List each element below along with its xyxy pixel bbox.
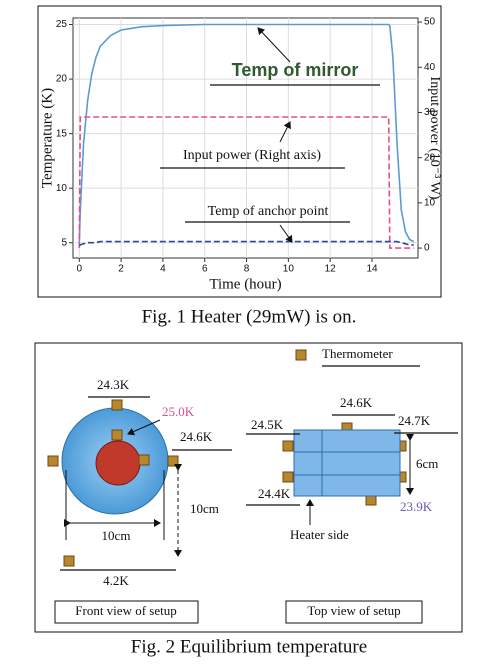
thermometer (63, 555, 75, 567)
y2-tick-label: 40 (424, 62, 436, 73)
view-frame (285, 600, 423, 624)
legend-swatch (295, 349, 307, 361)
thermometer (47, 455, 59, 467)
temperature-label: 24.4K (258, 486, 291, 501)
thermometer (282, 440, 294, 452)
y-tick-label: 25 (56, 19, 68, 30)
temperature-label: 4.2K (103, 573, 129, 588)
thermometer (111, 429, 123, 441)
y-tick-label: 5 (61, 237, 67, 248)
view-title: Top view of setup (307, 603, 400, 618)
heater-label: Heater side (290, 527, 349, 542)
x-tick-label: 10 (283, 264, 295, 275)
arrow (279, 224, 293, 243)
figure-frame (34, 342, 463, 633)
arrow (257, 27, 291, 63)
dimension-label: 10cm (102, 528, 131, 543)
temperature-label: 24.3K (97, 377, 130, 392)
temperature-label: 24.7K (398, 413, 431, 428)
x-tick-label: 0 (76, 264, 82, 275)
y-tick-label: 15 (56, 128, 68, 139)
y-tick-label: 10 (56, 183, 68, 194)
x-tick-label: 4 (160, 264, 166, 275)
y2-tick-label: 10 (424, 197, 436, 208)
temperature-label: 25.0K (162, 404, 195, 419)
plot-area (72, 17, 419, 259)
y2-tick-label: 0 (424, 243, 430, 254)
dimension-label: 6cm (416, 456, 438, 471)
arrow (279, 121, 291, 143)
series-annotation: Temp of mirror (232, 60, 359, 80)
chart: 0 2 4 6 8 10 12 14 5 10 15 20 25 0 10 20 30 40 50 Time (hou… (39, 17, 441, 293)
figure-frame (37, 5, 442, 298)
view-frame (54, 600, 199, 624)
figure-caption: Fig. 1 Heater (29mW) is on. (142, 306, 357, 327)
legend-label: Thermometer (322, 346, 393, 361)
figure-caption: Fig. 2 Equilibrium temperature (131, 636, 367, 657)
x-tick-label: 14 (366, 264, 378, 275)
y2-tick-label: 20 (424, 152, 436, 163)
x-axis-label: Time (hour) (209, 276, 281, 292)
temperature-label: 23.9K (400, 499, 433, 514)
thermometer (167, 455, 179, 467)
x-tick-label: 2 (118, 264, 124, 275)
series-line (78, 23, 415, 243)
arrow (127, 419, 161, 436)
thermometer (282, 471, 294, 483)
temperature-label: 24.6K (340, 395, 373, 410)
heater (95, 440, 141, 486)
x-tick-label: 12 (325, 264, 337, 275)
temperature-label: 24.6K (180, 429, 213, 444)
y2-axis-label: Input power (10⁻³ W) (427, 77, 442, 200)
y-axis-label: Temperature (K) (39, 88, 55, 188)
dimension-label: 10cm (190, 501, 219, 516)
series-line (79, 240, 414, 246)
y2-tick-label: 30 (424, 107, 436, 118)
y2-tick-label: 50 (424, 17, 436, 28)
series-annotation: Temp of anchor point (208, 204, 329, 219)
thermometer (138, 454, 150, 466)
x-tick-label: 8 (244, 264, 250, 275)
temperature-label: 24.5K (251, 417, 284, 432)
y-tick-label: 20 (56, 74, 68, 85)
view-title: Front view of setup (75, 603, 176, 618)
mirror-block (293, 429, 401, 497)
series-line (78, 116, 414, 249)
x-tick-label: 6 (202, 264, 208, 275)
thermometer (111, 399, 123, 411)
series-annotation: Input power (Right axis) (183, 148, 321, 163)
